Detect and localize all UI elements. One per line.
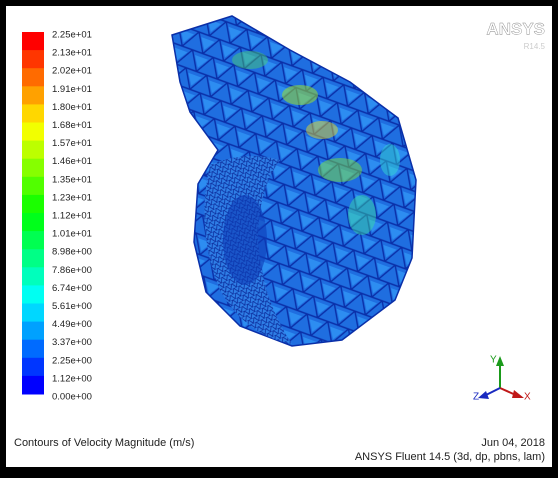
legend-swatch xyxy=(22,376,44,395)
legend-label: 2.25e+01 xyxy=(52,30,92,41)
legend-swatch xyxy=(22,86,44,105)
legend-label: 1.35e+01 xyxy=(52,174,92,185)
legend-label: 1.57e+01 xyxy=(52,138,92,149)
legend-label: 2.02e+01 xyxy=(52,66,92,77)
date: Jun 04, 2018 xyxy=(481,437,545,449)
legend-label: 5.61e+00 xyxy=(52,301,92,312)
legend-label: 1.12e+01 xyxy=(52,211,92,222)
legend-swatch xyxy=(22,123,44,142)
legend-swatch xyxy=(22,177,44,196)
legend-swatch xyxy=(22,267,44,286)
triad-z: Z xyxy=(473,392,479,403)
legend-swatch xyxy=(22,340,44,359)
legend-label: 0.00e+00 xyxy=(52,392,92,403)
legend-label: 6.74e+00 xyxy=(52,283,92,294)
triad-y: Y xyxy=(490,355,497,366)
legend-label: 8.98e+00 xyxy=(52,247,92,258)
legend-swatch xyxy=(22,249,44,268)
legend-label: 3.37e+00 xyxy=(52,337,92,348)
legend-label: 1.23e+01 xyxy=(52,192,92,203)
solver-info: ANSYS Fluent 14.5 (3d, dp, pbns, lam) xyxy=(355,451,545,463)
legend-label: 4.49e+00 xyxy=(52,319,92,330)
triad-x: X xyxy=(524,392,531,403)
legend-swatch xyxy=(22,358,44,377)
legend-swatch xyxy=(22,141,44,160)
legend-label: 1.68e+01 xyxy=(52,120,92,131)
plot-title: Contours of Velocity Magnitude (m/s) xyxy=(14,437,194,449)
legend-swatch xyxy=(22,159,44,178)
legend-swatch xyxy=(22,32,44,51)
legend-swatch xyxy=(22,195,44,214)
legend-label: 2.25e+00 xyxy=(52,355,92,366)
legend-label: 2.13e+01 xyxy=(52,48,92,59)
legend-swatch xyxy=(22,104,44,123)
legend-swatch xyxy=(22,68,44,87)
page: 2.25e+01 2.13e+01 2.02e+01 1.91e+01 1.80e+01… xyxy=(0,0,558,473)
legend-swatch xyxy=(22,285,44,304)
legend-label: 1.46e+01 xyxy=(52,156,92,167)
viewport: 2.25e+01 2.13e+01 2.02e+01 1.91e+01 1.80e+01… xyxy=(0,0,558,473)
legend-swatch xyxy=(22,50,44,69)
legend-label: 7.86e+00 xyxy=(52,265,92,276)
legend-swatch xyxy=(22,213,44,232)
legend-label: 1.01e+01 xyxy=(52,229,92,240)
legend-swatch xyxy=(22,304,44,323)
legend-label: 1.91e+01 xyxy=(52,84,92,95)
color-legend: 2.25e+01 2.13e+01 2.02e+01 1.91e+01 1.80e+01… xyxy=(22,30,92,403)
legend-swatch xyxy=(22,231,44,250)
legend-label: 1.80e+01 xyxy=(52,102,92,113)
legend-swatch xyxy=(22,322,44,341)
legend-label: 1.12e+00 xyxy=(52,373,92,384)
